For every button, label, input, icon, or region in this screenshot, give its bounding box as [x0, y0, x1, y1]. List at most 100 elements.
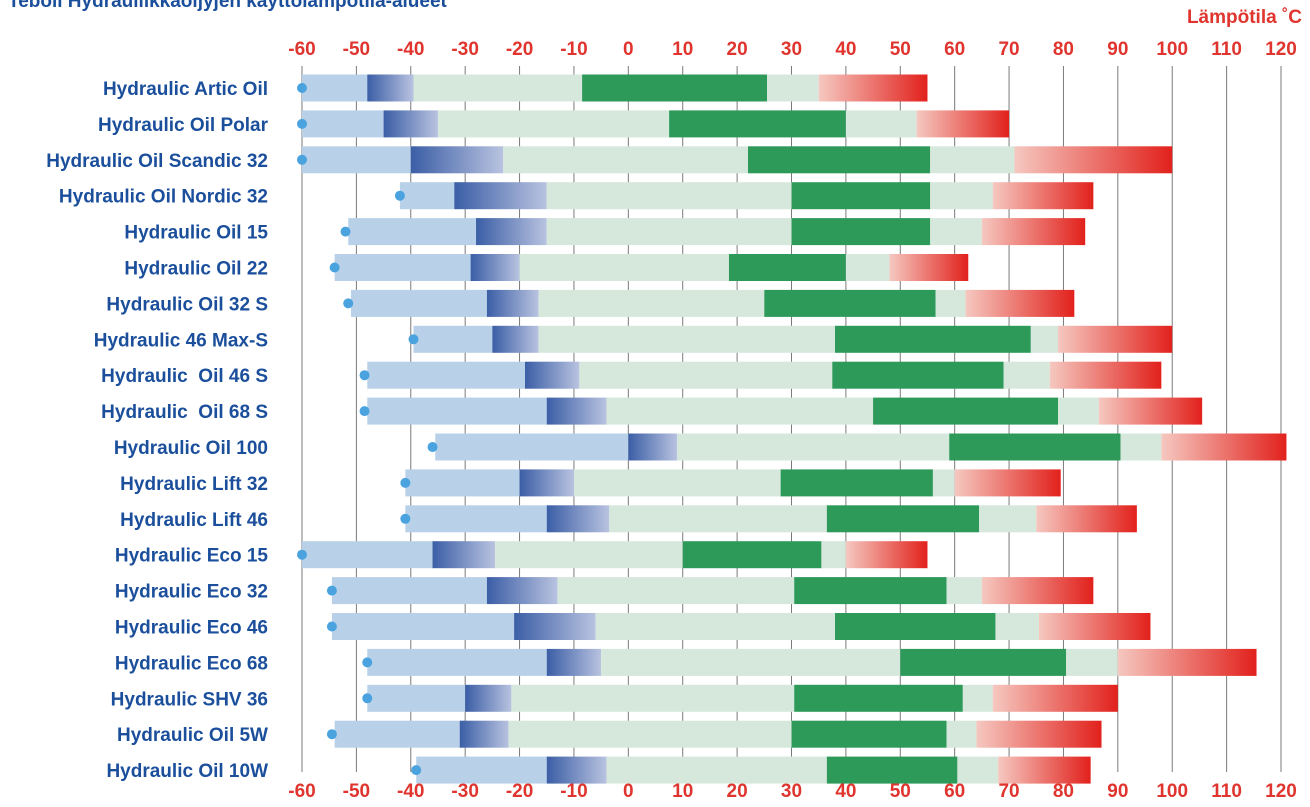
bar-zone-6 — [998, 756, 1091, 784]
bar-zone-3 — [511, 684, 795, 712]
x-tick-label-bottom: 80 — [1053, 781, 1074, 802]
x-tick-label-top: 90 — [1107, 39, 1128, 60]
bar-zone-6 — [1117, 648, 1257, 676]
bar-zone-1 — [302, 146, 411, 174]
bar-zone-6 — [954, 469, 1061, 497]
bar-zone-5 — [1058, 397, 1099, 425]
bar-zone-5 — [1066, 648, 1118, 676]
x-tick-label-bottom: 60 — [944, 781, 965, 802]
category-label: Hydraulic Oil 5W — [117, 725, 268, 746]
bar-zone-5 — [930, 182, 993, 210]
bar-zone-2 — [470, 254, 520, 281]
bar-zone-1 — [405, 469, 520, 497]
bar-zone-4 — [669, 110, 846, 138]
min-temp-marker — [297, 154, 307, 165]
category-label: Hydraulic Oil 68 S — [101, 402, 268, 423]
bar-zone-5 — [946, 720, 977, 748]
x-tick-label-bottom: 50 — [890, 781, 911, 802]
category-label: Hydraulic Oil 32 S — [106, 294, 268, 315]
min-temp-marker — [362, 657, 373, 668]
x-tick-label-top: 80 — [1053, 39, 1074, 60]
x-tick-label-top: -10 — [560, 39, 587, 60]
bar-zone-1 — [367, 361, 525, 389]
x-tick-label-top: 20 — [727, 39, 748, 60]
min-temp-marker — [400, 513, 411, 524]
bar-row — [297, 146, 1173, 174]
x-tick-label-bottom: -30 — [451, 781, 478, 802]
bar-zone-2 — [546, 756, 607, 784]
category-label: Hydraulic 46 Max-S — [94, 330, 268, 351]
chart-title: Teboil Hydrauliikkaöljyjen käyttölämpöti… — [8, 0, 447, 12]
bar-zone-6 — [1014, 146, 1173, 174]
bar-zone-3 — [579, 361, 833, 389]
x-tick-label-top: 30 — [781, 39, 802, 60]
bar-zone-1 — [405, 505, 547, 533]
bar-zone-4 — [791, 182, 931, 210]
bar-zone-3 — [595, 613, 836, 640]
min-temp-marker — [362, 693, 373, 704]
bars — [297, 74, 1287, 784]
bar-zone-6 — [992, 684, 1118, 712]
bar-zone-2 — [628, 433, 678, 461]
bar-zone-1 — [302, 74, 368, 102]
bottom-axis-ticks: -60 -50 -40 -30 -20 -10 0 10 20 30 40 50 60 70 80 90 100… — [288, 781, 1297, 802]
bar-zone-1 — [302, 110, 384, 138]
bar-zone-3 — [601, 648, 901, 676]
x-tick-label-bottom: 40 — [835, 781, 856, 802]
bar-zone-2 — [514, 613, 596, 640]
bar-zone-5 — [935, 289, 966, 317]
bar-zone-6 — [1038, 613, 1151, 640]
x-tick-label-top: 60 — [944, 39, 965, 60]
category-label: Hydraulic Oil 22 — [124, 259, 268, 280]
bar-zone-4 — [582, 74, 768, 102]
bar-zone-2 — [410, 146, 504, 174]
x-tick-label-top: -50 — [343, 39, 370, 60]
x-tick-label-bottom: 90 — [1107, 781, 1128, 802]
bar-zone-6 — [1058, 325, 1173, 353]
bar-zone-5 — [962, 684, 993, 712]
bar-zone-3 — [519, 254, 729, 281]
bar-zone-2 — [476, 218, 547, 246]
x-tick-label-top: 110 — [1211, 39, 1242, 60]
bar-zone-1 — [331, 577, 487, 605]
bar-zone-1 — [367, 397, 547, 425]
min-temp-marker — [326, 729, 337, 740]
x-tick-label-top: 0 — [623, 39, 634, 60]
min-temp-marker — [326, 585, 337, 596]
bar-zone-3 — [609, 505, 827, 533]
bar-zone-2 — [383, 110, 438, 138]
category-label: Hydraulic Oil Scandic 32 — [46, 151, 268, 172]
x-tick-label-top: -30 — [451, 39, 478, 60]
x-tick-label-bottom: -50 — [343, 781, 370, 802]
x-tick-label-bottom: 100 — [1156, 781, 1188, 802]
bar-zone-4 — [764, 289, 936, 317]
bar-zone-3 — [557, 577, 795, 605]
bar-zone-6 — [845, 541, 928, 569]
min-temp-marker — [400, 477, 411, 488]
bar-zone-6 — [976, 720, 1102, 748]
bar-zone-2 — [454, 182, 547, 210]
bar-zone-1 — [350, 289, 487, 317]
bar-zone-5 — [957, 756, 999, 784]
bar-zone-2 — [459, 720, 509, 748]
category-label: Hydraulic Eco 68 — [115, 653, 268, 674]
bar-zone-4 — [826, 756, 958, 784]
min-temp-marker — [408, 334, 419, 345]
min-temp-marker — [359, 406, 370, 417]
x-tick-label-top: 50 — [890, 39, 911, 60]
category-label: Hydraulic Oil 15 — [124, 223, 268, 244]
category-label: Hydraulic Lift 32 — [120, 474, 268, 495]
x-tick-label-top: -20 — [506, 39, 533, 60]
category-label: Hydraulic Oil 10W — [106, 761, 268, 782]
bar-zone-3 — [546, 218, 792, 246]
bar-zone-6 — [992, 182, 1094, 210]
bar-zone-3 — [606, 756, 827, 784]
bar-zone-3 — [503, 146, 748, 174]
x-tick-label-top: 120 — [1265, 39, 1297, 60]
bar-zone-6 — [916, 110, 1010, 138]
bar-zone-4 — [780, 469, 933, 497]
bar-zone-4 — [826, 505, 980, 533]
bar-zone-5 — [767, 74, 819, 102]
bar-zone-3 — [677, 433, 950, 461]
bar-zone-5 — [946, 577, 982, 605]
